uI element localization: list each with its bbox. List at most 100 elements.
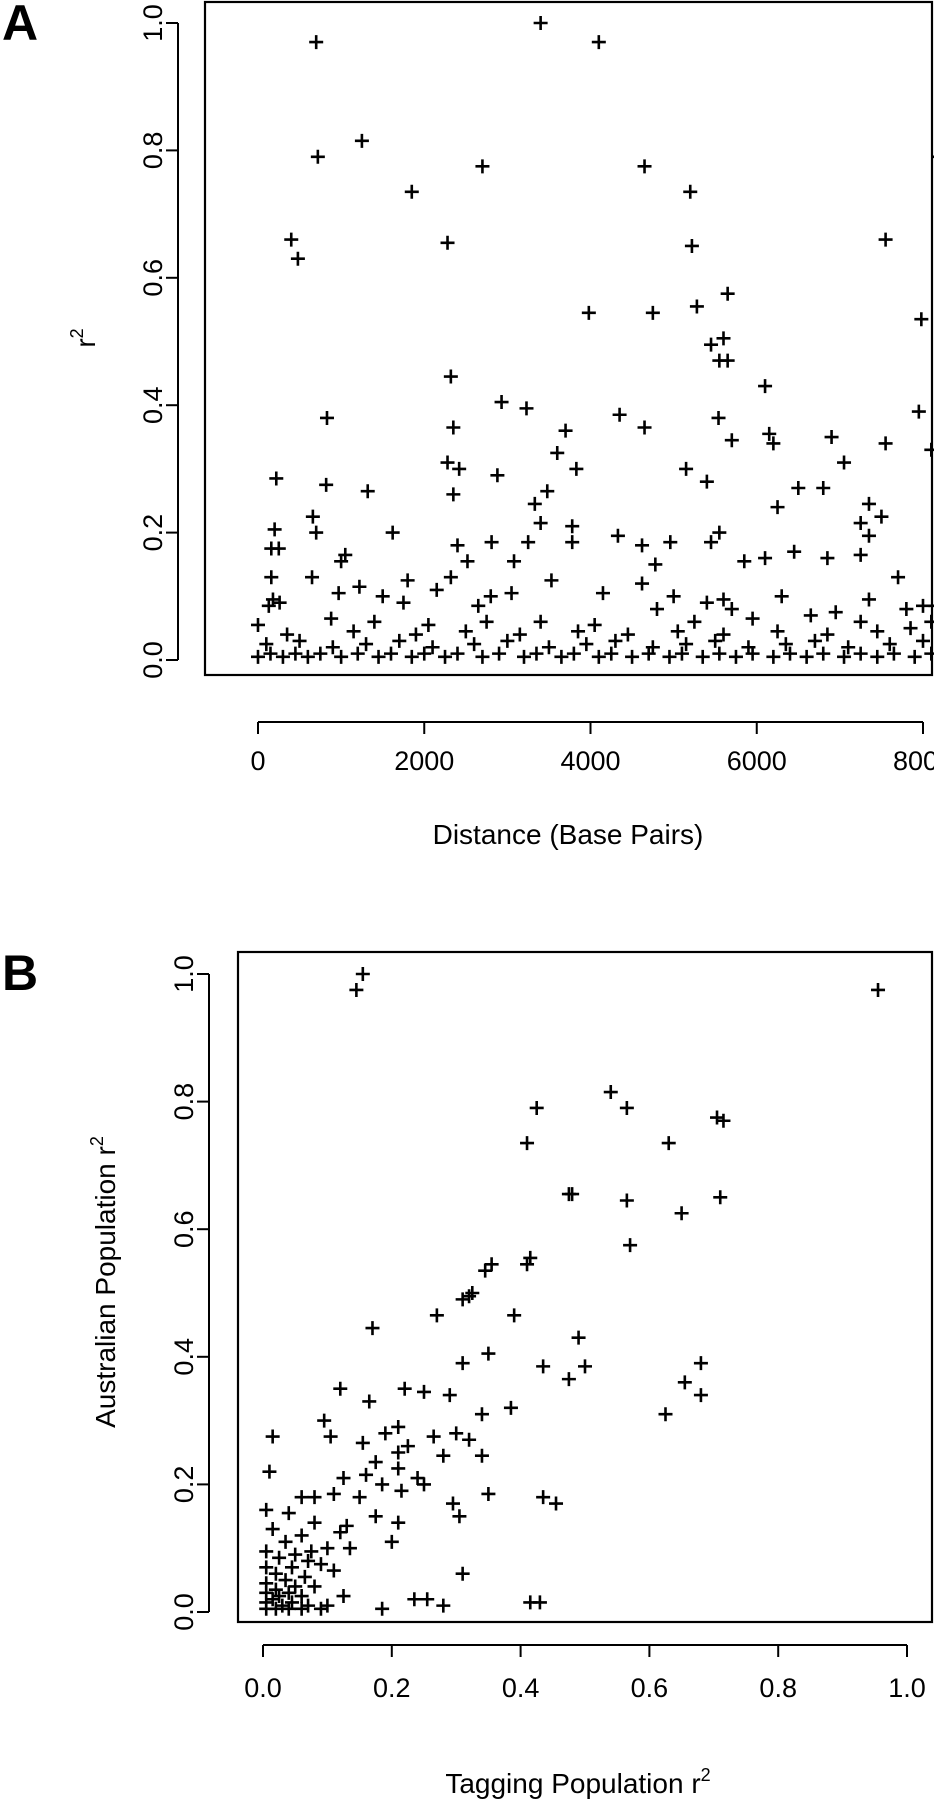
panel-a-point [421,617,436,632]
panel-b-point [523,1250,538,1265]
panel-a-point [783,646,797,661]
panel-a-point [512,627,527,642]
panel-b-point [259,1601,274,1616]
panel-b-point [391,1461,406,1476]
panel-a-point [711,410,726,425]
panel-a-point [641,646,656,661]
panel-a-label: A [2,0,38,51]
panel-a-point [778,637,793,652]
panel-a-point [360,484,375,499]
panel-b-point [561,1372,576,1387]
panel-b-point [400,1439,415,1454]
panel-a-point [261,598,276,613]
panel-b-y-tick-label: 0.8 [169,1083,199,1121]
panel-a-point [259,637,274,652]
panel-b-point [417,1384,431,1399]
panel-b-point [674,1206,689,1221]
panel-b-point [301,1553,316,1568]
panel-a-point [450,538,465,553]
panel-a-point [540,484,555,499]
panel-a-point [452,461,467,476]
panel-b-point [365,1321,380,1336]
panel-b-point [259,1560,274,1575]
panel-a-point [533,614,548,629]
panel-b-point [465,1286,480,1300]
panel-b-point [336,1471,351,1486]
panel-a-point [284,232,299,247]
panel-a-point [625,649,640,664]
panel-a-point [450,646,465,661]
panel-a-point [608,633,623,648]
panel-b-point [375,1601,390,1616]
panel-b-point [333,1525,348,1540]
panel-a-point [899,602,914,617]
panel-a-point [346,624,361,639]
panel-a-point [475,159,490,174]
panel-a-point [820,627,835,642]
panel-b-point [693,1356,708,1371]
panel-b-point [272,1589,287,1604]
panel-a-point [305,570,320,585]
panel-b-point [378,1426,393,1441]
panel-a-point [828,605,843,620]
panel-b-y-tick-label: 0.0 [169,1593,199,1631]
panel-a-point [550,445,565,460]
panel-a-point [566,646,581,661]
panel-b-y-tick-label: 0.2 [169,1466,199,1504]
panel-a-point [916,633,930,648]
panel-b-point [281,1601,296,1616]
panel-b-point [320,1541,335,1556]
panel-a-point [891,570,906,585]
panel-b-point [623,1238,638,1253]
panel-b-point [323,1429,338,1444]
panel-a-point [591,35,606,50]
panel-b-point [355,967,370,981]
panel-a-point [853,646,868,661]
panel-a-point [924,614,934,629]
panel-a-point [440,455,455,470]
panel-b-y-tick-label: 1.0 [169,955,199,993]
panel-a-point [770,500,785,515]
panel-b-point [436,1598,451,1613]
panel-a-point [392,633,407,648]
panel-b-point [536,1359,551,1374]
panel-a-point [662,649,677,664]
panel-a-y-tick-label: 0.6 [138,259,168,297]
panel-a-point [275,649,290,664]
panel-a-point [440,235,455,250]
panel-b-point [284,1595,299,1610]
panel-a-y-tick-label: 1.0 [138,4,168,42]
panel-a-point [533,516,548,531]
panel-b-point [391,1419,406,1434]
panel-a-point [517,649,531,664]
panel-b-point [304,1544,319,1559]
panel-a-point [359,637,374,652]
panel-a-point [853,614,868,629]
panel-a-point [684,238,699,253]
panel-a-x-tick-label: 2000 [394,746,454,776]
panel-a-point [635,576,650,591]
panel-a-point [581,305,596,320]
panel-b-point [455,1292,470,1307]
panel-a-point [269,471,284,486]
panel-a-point [264,570,279,585]
panel-a-point [774,589,789,604]
panel-b-point [317,1413,332,1428]
panel-a-y-tick-label: 0.8 [138,132,168,170]
panel-b-y-tick-label: 0.4 [169,1338,199,1376]
panel-b-y-axis: 0.0 0.2 0.4 0.6 0.8 1.0 [169,955,210,1631]
panel-a-point [724,602,739,617]
panel-a-point [699,474,714,489]
panel-b-point [336,1589,351,1604]
panel-b-point [307,1490,322,1505]
panel-a-point [475,649,490,664]
panel-b-point [281,1585,296,1600]
panel-b-point [520,1257,535,1272]
panel-a-point [683,184,698,199]
panel-a-point [263,646,278,661]
panel-a-point [479,614,494,629]
panel-b-point [452,1509,467,1524]
panel-a-point [554,649,569,664]
